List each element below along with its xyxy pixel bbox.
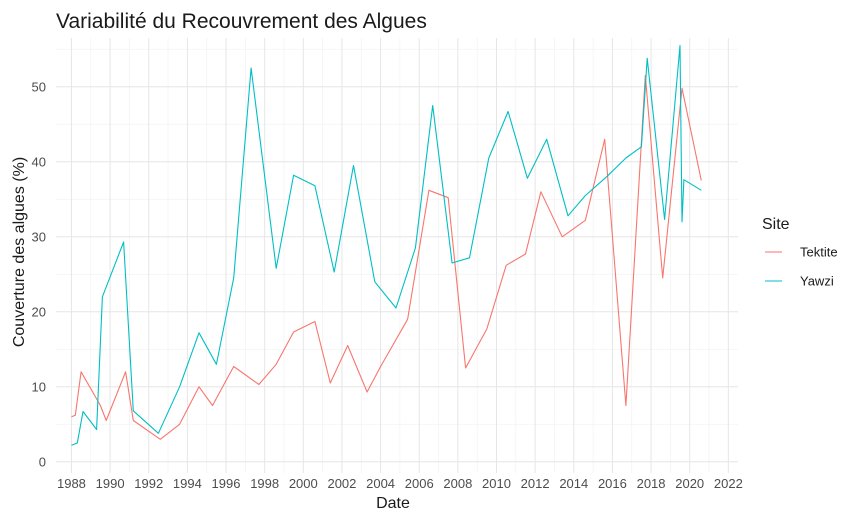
x-tick-label: 2012 <box>521 476 550 491</box>
legend: Site Tektite Yawzi <box>762 216 838 289</box>
x-tick-label: 1998 <box>250 476 279 491</box>
legend-label-yawzi: Yawzi <box>800 274 834 289</box>
x-tick-label: 1992 <box>134 476 163 491</box>
x-tick-label: 1990 <box>96 476 125 491</box>
legend-title: Site <box>762 216 790 233</box>
x-tick-label: 2006 <box>405 476 434 491</box>
x-tick-label: 2014 <box>559 476 588 491</box>
legend-label-tektite: Tektite <box>800 245 838 260</box>
x-tick-label: 2004 <box>366 476 395 491</box>
grid <box>56 38 738 473</box>
series-lines <box>71 44 702 446</box>
y-tick-label: 30 <box>32 229 46 244</box>
series-line-yawzi <box>71 44 702 446</box>
y-tick-label: 50 <box>32 79 46 94</box>
x-tick-label: 2002 <box>327 476 356 491</box>
x-tick-label: 2008 <box>443 476 472 491</box>
x-tick-label: 2000 <box>289 476 318 491</box>
x-tick-label: 2016 <box>598 476 627 491</box>
x-tick-label: 1994 <box>173 476 202 491</box>
x-tick-label: 1996 <box>212 476 241 491</box>
x-tick-label: 2018 <box>637 476 666 491</box>
x-tick-label: 1988 <box>57 476 86 491</box>
y-tick-label: 40 <box>32 154 46 169</box>
y-tick-labels: 0 10 20 30 40 50 <box>32 79 46 469</box>
x-tick-labels: 1988 1990 1992 1994 1996 1998 2000 2002 2004 2006… <box>57 476 743 491</box>
y-tick-label: 0 <box>39 454 46 469</box>
x-tick-label: 2022 <box>714 476 743 491</box>
x-tick-label: 2020 <box>675 476 704 491</box>
chart-title: Variabilité du Recouvrement des Algues <box>56 10 427 33</box>
series-line-tektite <box>71 74 702 440</box>
x-axis-title: Date <box>376 495 410 512</box>
y-axis-title: Couverture des algues (%) <box>11 157 28 347</box>
y-tick-label: 20 <box>32 304 46 319</box>
y-tick-label: 10 <box>32 379 46 394</box>
x-tick-label: 2010 <box>482 476 511 491</box>
